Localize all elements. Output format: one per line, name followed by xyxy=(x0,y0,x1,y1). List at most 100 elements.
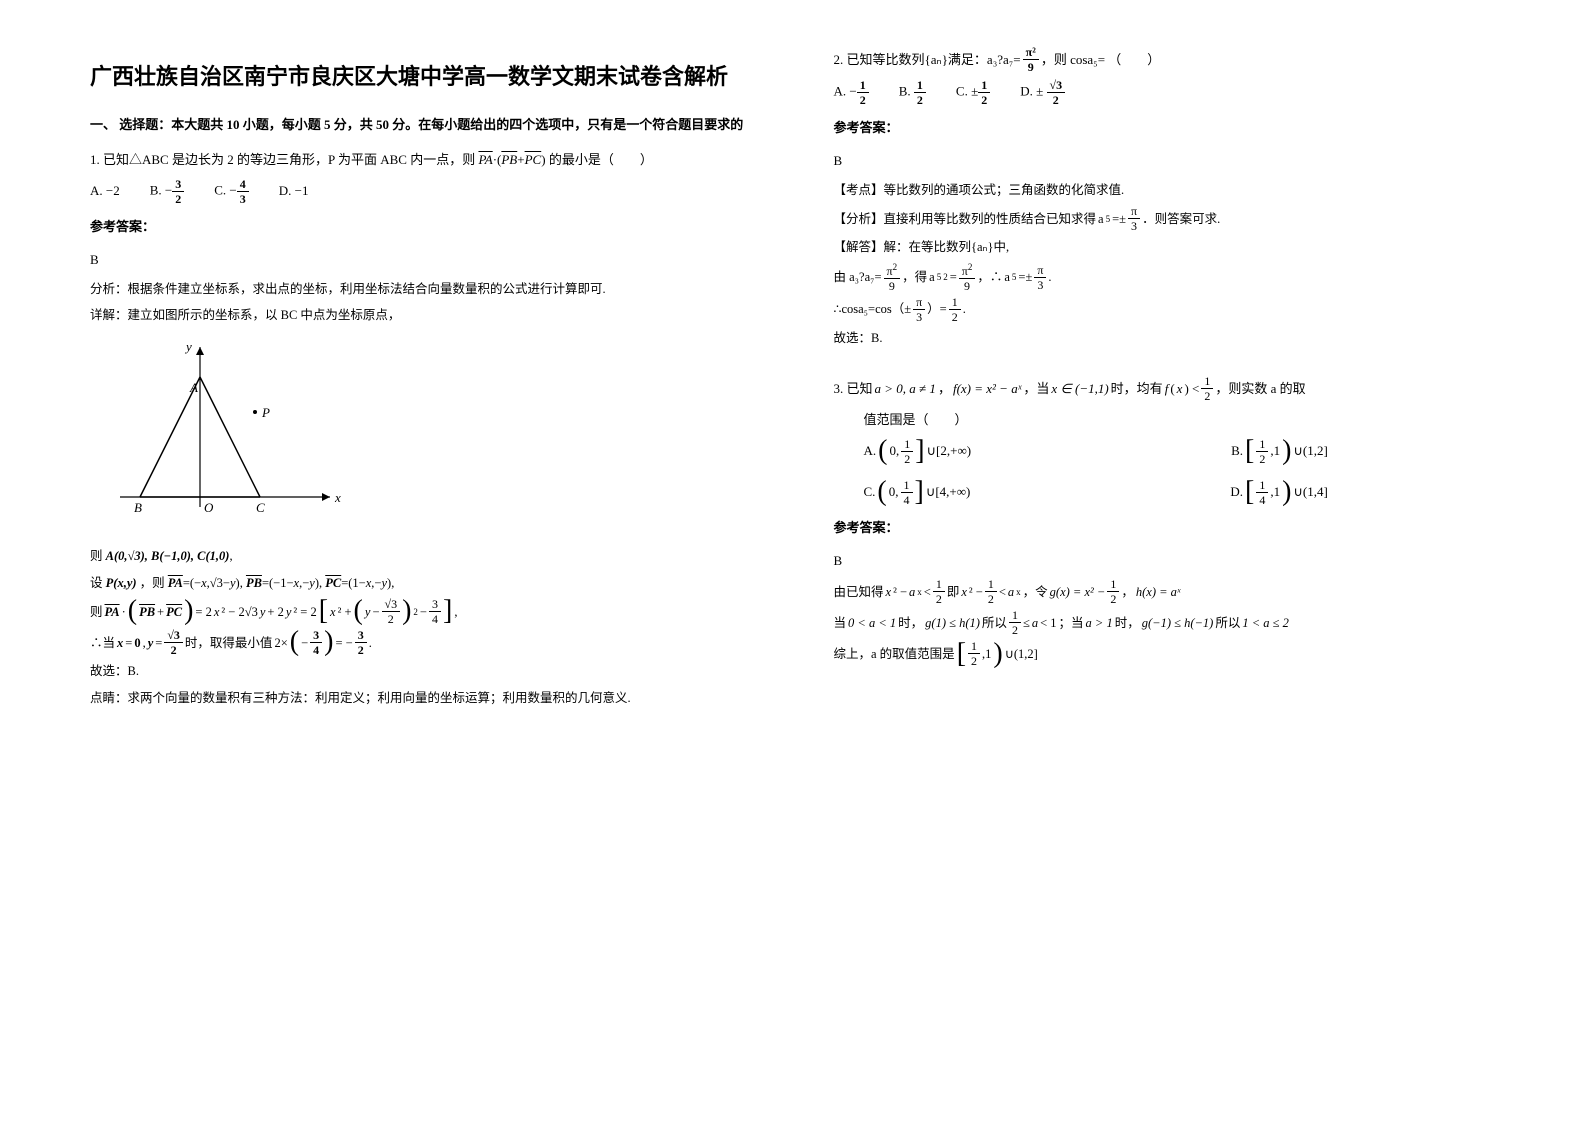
q3-s2-pre: 当 xyxy=(834,612,847,635)
q1-sol3-vals: A(0,√3), B(−1,0), C(1,0) xyxy=(106,549,230,563)
q2-optA: A. −12 xyxy=(834,79,869,106)
svg-text:B: B xyxy=(134,500,142,515)
q3-stem-x: x ∈ (−1,1) xyxy=(1051,381,1108,396)
q2-stem: 2. 已知等比数列{aₙ}满足：a₃?a₇= π²9 ，则 cosa₅= （ ） xyxy=(834,46,1498,73)
q3-s1-h: h(x) = aˣ xyxy=(1136,585,1181,599)
q1-sol4-mid: ，则 xyxy=(140,576,168,590)
svg-text:O: O xyxy=(204,500,214,515)
q3-s1-m3: ， xyxy=(1121,581,1134,604)
q3-s1-m1: 即 xyxy=(947,581,960,604)
q1-sol3-pre: 则 xyxy=(90,549,106,563)
q2-optB: B. 12 xyxy=(899,79,926,106)
svg-text:x: x xyxy=(334,490,341,505)
q1-sol4-pre: 设 xyxy=(90,576,106,590)
q1-sol5-pre: 则 xyxy=(90,601,103,624)
q2-choices: A. −12 B. 12 C. ±12 D. ± √32 xyxy=(834,79,1498,106)
q2-fx-post: ．则答案可求. xyxy=(1142,208,1220,231)
q1-optB: B. −32 xyxy=(150,178,185,205)
q2-jd1: 由 a₃?a₇= π29 ，得 a52=π29 ，∴ a5=±π3. xyxy=(834,263,1498,292)
q3-stem2: 值范围是（ ） xyxy=(864,408,1498,431)
q3-stem-pre: 3. 已知 xyxy=(834,377,873,400)
q2-optB-label: B. xyxy=(899,83,914,98)
q1-optA: A. −2 xyxy=(90,183,120,199)
q3-optC: C. (0, 14]∪[4,+∞) xyxy=(864,479,971,506)
q1-optC: C. −43 xyxy=(214,178,249,205)
q1-sol6-mid: 时，取得最小值 xyxy=(185,632,273,655)
q1-sol6: ∴当 x=0, y=√32 时，取得最小值 2×(−34)= −32. xyxy=(90,629,754,656)
q2-jd1-mid2: ，∴ xyxy=(977,266,1002,289)
q3-s1-pre: 由已知得 xyxy=(834,581,884,604)
q3-optD: D. [14,1)∪(1,4] xyxy=(1230,479,1327,506)
q2-ans-label: 参考答案： xyxy=(834,116,1498,139)
q2-stem-post: ，则 cosa₅= （ ） xyxy=(1041,48,1160,71)
q3-s2-m3: ；当 xyxy=(1059,612,1084,635)
q3-s3: 综上，a 的取值范围是 [12,1)∪(1,2] xyxy=(834,640,1498,667)
q3-stem-m3: 时，均有 xyxy=(1111,377,1163,400)
q1-stem: 1. 已知△ABC 是边长为 2 的等边三角形，P 为平面 ABC 内一点，则 … xyxy=(90,148,754,171)
q1-ans: B xyxy=(90,248,754,271)
q1-stem-text: 1. 已知△ABC 是边长为 2 的等边三角形，P 为平面 ABC 内一点，则 xyxy=(90,152,478,167)
q2-jd2-pre: ∴cosa₅=cos（± xyxy=(834,298,912,321)
q3-stem-a: a > 0, a ≠ 1 xyxy=(875,381,936,396)
q3-s2-g2: g(−1) ≤ h(−1) xyxy=(1142,616,1214,630)
q1-sol3: 则 A(0,√3), B(−1,0), C(1,0), xyxy=(90,545,754,568)
svg-text:P: P xyxy=(261,405,270,420)
q2-jd1-mid: ，得 xyxy=(902,266,927,289)
q2-optA-label: A. xyxy=(834,83,850,98)
svg-text:A: A xyxy=(189,380,198,395)
q1-sol7: 故选：B. xyxy=(90,660,754,683)
q2-optD-label: D. ± xyxy=(1020,83,1046,98)
q1-sol5: 则 PA·(PB+PC)= 2x² − 2√3y + 2y² = 2 [x² +… xyxy=(90,598,754,625)
q3-stem-cp: ，则实数 a 的取 xyxy=(1215,377,1305,400)
q3-s2-m5: 所以 xyxy=(1215,612,1240,635)
q2-kp: 【考点】等比数列的通项公式；三角函数的化简求值. xyxy=(834,179,1498,202)
q1-sol8: 点睛：求两个向量的数量积有三种方法：利用定义；利用向量的坐标运算；利用数量积的几… xyxy=(90,687,754,710)
q3-s2: 当 0 < a < 1 时， g(1) ≤ h(1) 所以 12 ≤ a < 1… xyxy=(834,609,1498,636)
q2-optC-label: C. ± xyxy=(956,83,978,98)
q3-ans: B xyxy=(834,549,1498,572)
svg-text:y: y xyxy=(184,339,192,354)
q2-jd2-mid: ）= xyxy=(927,298,947,321)
q3-s2-a2: a > 1 xyxy=(1086,616,1113,630)
q1-ans-label: 参考答案： xyxy=(90,215,754,238)
q1-sol4: 设 P(x,y) ，则 PA=(−x,√3−y), PB=(−1−x,−y), … xyxy=(90,572,754,595)
q2-optC: C. ±12 xyxy=(956,79,990,106)
q1-choices: A. −2 B. −32 C. −43 D. −1 xyxy=(90,178,754,205)
q3-s2-r: 1 < a ≤ 2 xyxy=(1242,616,1289,630)
q2-fx-pre: 【分析】直接利用等比数列的性质结合已知求得 xyxy=(834,208,1097,231)
q1-optB-label: B. xyxy=(150,182,165,197)
q1-vector-expr: PA·(PB+PC) xyxy=(478,152,545,167)
q1-sol1: 分析：根据条件建立坐标系，求出点的坐标，利用坐标法结合向量数量积的公式进行计算即… xyxy=(90,278,754,301)
q3-stem-m2: ，当 xyxy=(1023,377,1049,400)
q3-optB: B. [12,1)∪(1,2] xyxy=(1231,438,1328,465)
q3-s1-g: g(x) = x² − xyxy=(1050,585,1106,599)
q2-jd: 【解答】解：在等比数列{aₙ}中, xyxy=(834,236,1498,259)
q2-stem-pre: 2. 已知等比数列{aₙ}满足：a₃?a₇= xyxy=(834,48,1021,71)
section-1-head: 一、 选择题：本大题共 10 小题，每小题 5 分，共 50 分。在每小题给出的… xyxy=(90,113,754,136)
q3-optA-label: A. xyxy=(864,443,877,459)
q3-stem: 3. 已知 a > 0, a ≠ 1 ， f(x) = x² − aˣ ，当 x… xyxy=(834,375,1498,402)
q2-optD: D. ± √32 xyxy=(1020,79,1065,106)
q2-fx: 【分析】直接利用等比数列的性质结合已知求得 a5=±π3 ．则答案可求. xyxy=(834,205,1498,232)
q3-s1-m2: ，令 xyxy=(1023,581,1048,604)
q2-ans: B xyxy=(834,149,1498,172)
q3-s2-m1: 时， xyxy=(898,612,923,635)
q1-diagram: x y A B O C P xyxy=(90,337,754,536)
q1-optD: D. −1 xyxy=(279,183,309,199)
q2-jd3: 故选：B. xyxy=(834,327,1498,350)
q2-jd2: ∴cosa₅=cos（± π3 ）= 12. xyxy=(834,296,1498,323)
q3-optB-label: B. xyxy=(1231,443,1243,459)
q3-ans-label: 参考答案： xyxy=(834,516,1498,539)
q2-jd1-pre: 由 a₃?a₇= xyxy=(834,266,882,289)
q3-optA: A. (0, 12]∪[2,+∞) xyxy=(864,438,972,465)
q3-s2-g1: g(1) ≤ h(1) xyxy=(925,616,980,630)
q3-s2-m4: 时， xyxy=(1115,612,1140,635)
q1-sol4a: P(x,y) xyxy=(106,576,137,590)
q1-stem-tail: 的最小是（ ） xyxy=(549,152,653,167)
page-title: 广西壮族自治区南宁市良庆区大塘中学高一数学文期末试卷含解析 xyxy=(90,60,754,93)
q3-stem-f: f(x) = x² − aˣ xyxy=(953,381,1021,396)
q3-s2-m2: 所以 xyxy=(982,612,1007,635)
q3-optD-label: D. xyxy=(1230,484,1243,500)
q3-s1: 由已知得 x² − ax < 12 即 x² − 12 < ax ，令 g(x)… xyxy=(834,578,1498,605)
q1-optC-label: C. xyxy=(214,182,229,197)
